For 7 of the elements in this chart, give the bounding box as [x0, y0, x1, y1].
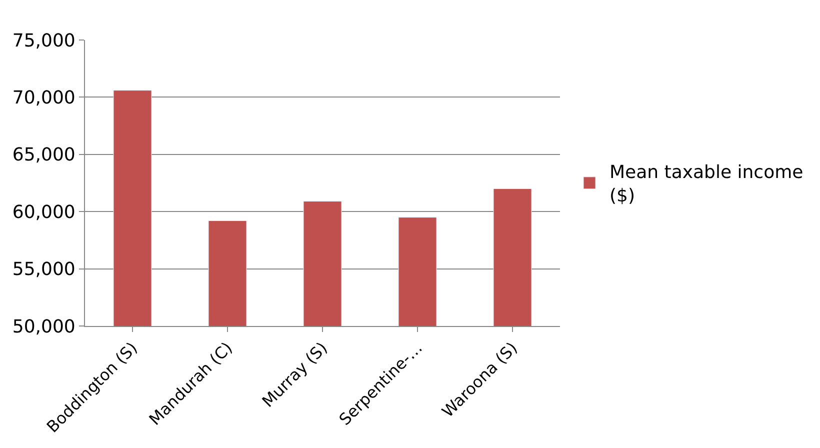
y-tick-label: 70,000 [12, 88, 76, 108]
y-tick-label: 55,000 [12, 259, 76, 280]
y-tick-label: 65,000 [12, 144, 76, 166]
y-tick-label: 75,000 [12, 30, 76, 52]
y-tick-label: 60,000 [12, 202, 76, 223]
y-tick-label: 50,000 [12, 316, 76, 338]
legend-label: Mean taxable income ($) [610, 162, 804, 207]
